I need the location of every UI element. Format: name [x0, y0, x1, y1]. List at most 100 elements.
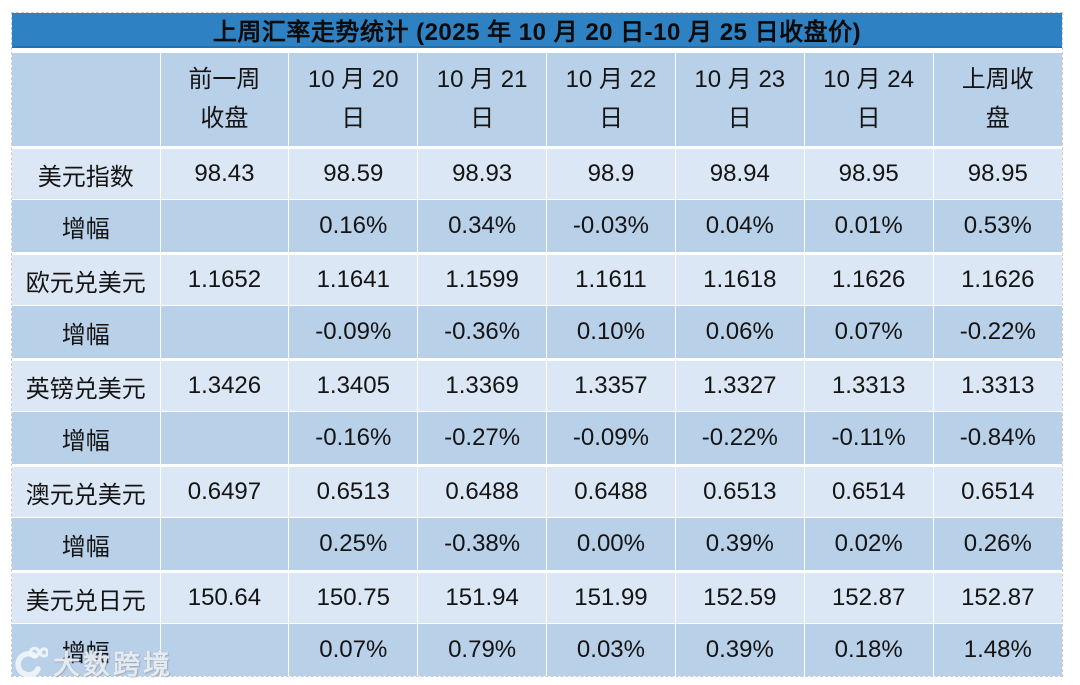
value-cell: 1.3313: [932, 358, 1062, 412]
table-row: 增幅 -0.09% -0.36% 0.10% 0.06% 0.07% -0.22%: [12, 305, 1062, 360]
exchange-rate-table-panel: 上周汇率走势统计 (2025 年 10 月 20 日-10 月 25 日收盘价)…: [11, 12, 1063, 677]
column-header: 10 月 20 日: [288, 53, 418, 148]
value-cell: [159, 623, 289, 676]
value-cell: 1.3327: [674, 358, 805, 412]
value-cell: -0.38%: [417, 517, 547, 572]
value-cell: 0.25%: [288, 517, 418, 572]
value-cell: 0.53%: [932, 199, 1062, 254]
value-cell: 0.07%: [288, 623, 418, 676]
value-cell: 150.75: [288, 570, 418, 624]
value-cell: 1.1626: [932, 252, 1062, 306]
value-cell: 0.39%: [674, 623, 805, 676]
value-cell: -0.22%: [674, 411, 805, 466]
value-cell: 152.87: [932, 570, 1062, 624]
column-header: 10 月 23 日: [674, 53, 805, 148]
row-label: 增幅: [12, 623, 160, 676]
value-cell: 0.03%: [546, 623, 676, 676]
value-cell: 150.64: [159, 570, 289, 624]
row-label: 增幅: [12, 199, 160, 254]
value-cell: 98.9: [546, 146, 676, 200]
table-row: 增幅 0.25% -0.38% 0.00% 0.39% 0.02% 0.26%: [12, 517, 1062, 572]
row-label: 英镑兑美元: [12, 358, 160, 412]
value-cell: 0.18%: [803, 623, 934, 676]
row-label: 增幅: [12, 411, 160, 466]
value-cell: 0.6514: [803, 464, 934, 518]
value-cell: 0.6514: [932, 464, 1062, 518]
row-label: 增幅: [12, 517, 160, 572]
value-cell: 0.16%: [288, 199, 418, 254]
column-header: 10 月 24 日: [803, 53, 934, 148]
row-label: 增幅: [12, 305, 160, 360]
value-cell: -0.11%: [803, 411, 934, 466]
table-row: 美元兑日元 150.64 150.75 151.94 151.99 152.59 152.8…: [12, 570, 1062, 624]
value-cell: 0.01%: [803, 199, 934, 254]
value-cell: 1.1626: [803, 252, 934, 306]
value-cell: 1.1599: [417, 252, 547, 306]
row-label: 美元兑日元: [12, 570, 160, 624]
table-row: 英镑兑美元 1.3426 1.3405 1.3369 1.3357 1.3327 1.331…: [12, 358, 1062, 412]
row-label: 澳元兑美元: [12, 464, 160, 518]
value-cell: [159, 199, 289, 254]
value-cell: 1.3357: [546, 358, 676, 412]
value-cell: 0.6488: [546, 464, 676, 518]
value-cell: [159, 305, 289, 360]
value-cell: 98.95: [803, 146, 934, 200]
header-row: 前一周 收盘 10 月 20 日 10 月 21 日 10 月 22 日 10 月 23…: [12, 53, 1062, 148]
value-cell: 0.00%: [546, 517, 676, 572]
column-header: 前一周 收盘: [159, 53, 289, 148]
value-cell: 0.26%: [932, 517, 1062, 572]
table-row: 增幅 0.16% 0.34% -0.03% 0.04% 0.01% 0.53%: [12, 199, 1062, 254]
value-cell: [159, 411, 289, 466]
value-cell: 1.1611: [546, 252, 676, 306]
value-cell: 0.6513: [674, 464, 805, 518]
value-cell: -0.36%: [417, 305, 547, 360]
value-cell: 151.94: [417, 570, 547, 624]
table-row: 美元指数 98.43 98.59 98.93 98.9 98.94 98.95 98.95: [12, 146, 1062, 200]
value-cell: 98.93: [417, 146, 547, 200]
row-label: 欧元兑美元: [12, 252, 160, 306]
value-cell: 0.6488: [417, 464, 547, 518]
table-row: 增幅 0.07% 0.79% 0.03% 0.39% 0.18% 1.48%: [12, 623, 1062, 676]
value-cell: 152.59: [674, 570, 805, 624]
value-cell: -0.84%: [932, 411, 1062, 466]
column-header: 10 月 22 日: [546, 53, 676, 148]
value-cell: 1.3426: [159, 358, 289, 412]
value-cell: [159, 517, 289, 572]
value-cell: 0.10%: [546, 305, 676, 360]
column-header: 10 月 21 日: [417, 53, 547, 148]
value-cell: 1.48%: [932, 623, 1062, 676]
table-title: 上周汇率走势统计 (2025 年 10 月 20 日-10 月 25 日收盘价): [12, 13, 1062, 48]
value-cell: 1.1641: [288, 252, 418, 306]
value-cell: 0.39%: [674, 517, 805, 572]
value-cell: 1.1618: [674, 252, 805, 306]
corner-cell: [12, 53, 160, 148]
value-cell: -0.22%: [932, 305, 1062, 360]
value-cell: 0.07%: [803, 305, 934, 360]
value-cell: 0.79%: [417, 623, 547, 676]
value-cell: 98.43: [159, 146, 289, 200]
value-cell: -0.16%: [288, 411, 418, 466]
value-cell: 98.95: [932, 146, 1062, 200]
value-cell: 0.04%: [674, 199, 805, 254]
table-row: 增幅 -0.16% -0.27% -0.09% -0.22% -0.11% -0.84%: [12, 411, 1062, 466]
value-cell: 1.3369: [417, 358, 547, 412]
column-header: 上周收 盘: [932, 53, 1062, 148]
value-cell: -0.03%: [546, 199, 676, 254]
value-cell: 1.3405: [288, 358, 418, 412]
value-cell: 152.87: [803, 570, 934, 624]
value-cell: 151.99: [546, 570, 676, 624]
value-cell: 0.6497: [159, 464, 289, 518]
value-cell: 0.34%: [417, 199, 547, 254]
value-cell: 98.94: [674, 146, 805, 200]
value-cell: 98.59: [288, 146, 418, 200]
value-cell: -0.09%: [546, 411, 676, 466]
value-cell: -0.27%: [417, 411, 547, 466]
value-cell: 0.06%: [674, 305, 805, 360]
table-row: 澳元兑美元 0.6497 0.6513 0.6488 0.6488 0.6513 0.651…: [12, 464, 1062, 518]
exchange-rate-table: 前一周 收盘 10 月 20 日 10 月 21 日 10 月 22 日 10 月 23…: [12, 53, 1062, 676]
row-label: 美元指数: [12, 146, 160, 200]
value-cell: 1.3313: [803, 358, 934, 412]
value-cell: 1.1652: [159, 252, 289, 306]
table-row: 欧元兑美元 1.1652 1.1641 1.1599 1.1611 1.1618 1.162…: [12, 252, 1062, 306]
value-cell: -0.09%: [288, 305, 418, 360]
